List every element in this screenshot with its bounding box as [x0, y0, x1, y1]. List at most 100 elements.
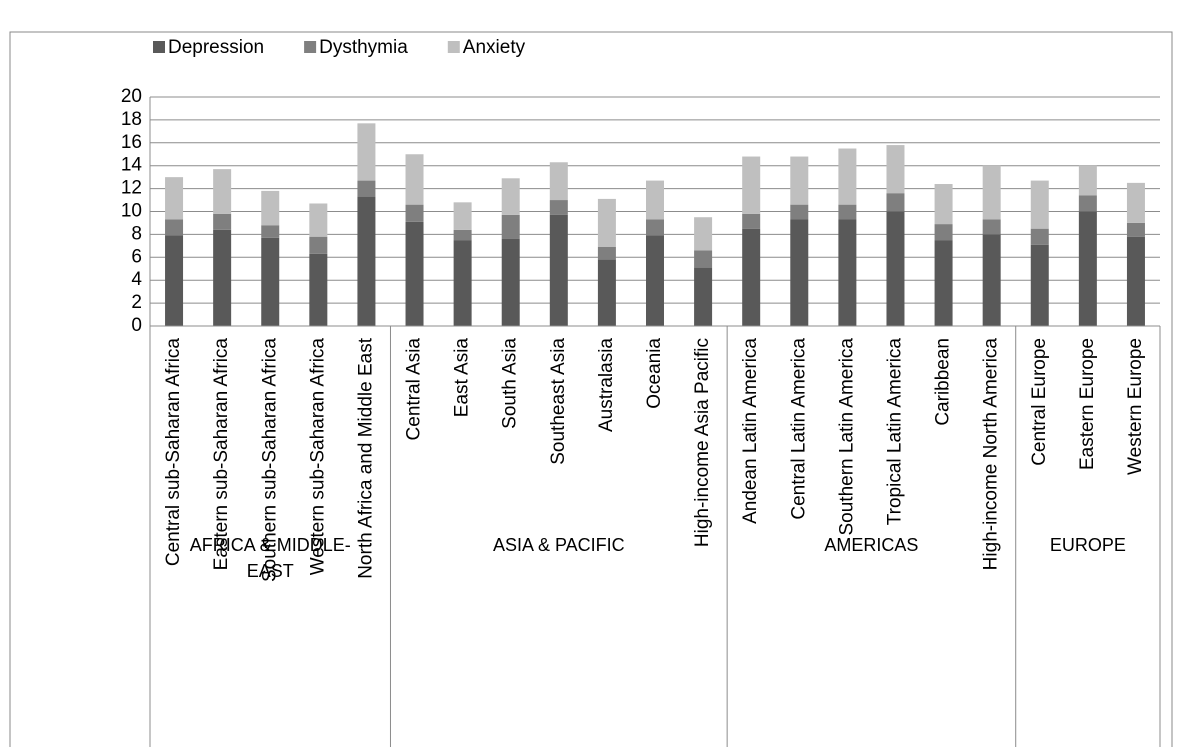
x-tick-label: Western sub-Saharan Africa — [307, 338, 328, 576]
x-tick-label: Central Latin America — [788, 338, 809, 520]
bar-segment — [405, 154, 424, 205]
x-tick-label: North Africa and Middle East — [355, 337, 376, 579]
group-label-box: EUROPE — [1049, 535, 1126, 555]
bar-segment — [597, 259, 616, 326]
group-label: EUROPE — [1049, 535, 1126, 555]
bar-segment — [742, 213, 761, 229]
chart-border — [9, 31, 1173, 747]
bar-segment — [165, 177, 184, 220]
bar-segment — [934, 240, 953, 326]
legend-swatch — [447, 41, 460, 53]
group-label-box: AFRICA & MIDDLE-EAST — [189, 535, 351, 581]
bar-segment — [549, 200, 568, 215]
bar-segment — [1078, 195, 1097, 212]
x-tick-label: Eastern sub-Saharan Africa — [211, 338, 232, 571]
bar-segment — [357, 123, 376, 181]
y-tick-label: 14 — [121, 155, 143, 176]
bar-segment — [790, 156, 809, 205]
bar-segment — [549, 214, 568, 326]
bar-segment — [646, 235, 664, 326]
bar-segment — [453, 240, 472, 326]
bar-segment — [838, 204, 857, 220]
bar-segment — [1030, 244, 1049, 326]
y-tick-label: 8 — [131, 223, 142, 244]
bar-segment — [405, 221, 424, 326]
x-tick-label: Oceania — [644, 338, 665, 409]
bar-segment — [453, 229, 472, 241]
legend-label: Anxiety — [463, 37, 526, 58]
y-tick-label: 20 — [121, 86, 142, 107]
bar-segment — [453, 202, 472, 230]
bar-segment — [1030, 180, 1049, 229]
bar-segment — [886, 145, 905, 194]
group-label-box: ASIA & PACIFIC — [492, 535, 625, 555]
y-tick-label: 16 — [121, 132, 142, 153]
bar-segment — [261, 237, 280, 326]
bar-segment — [886, 193, 905, 212]
bar-segment — [165, 219, 184, 236]
bar-segment — [790, 219, 809, 326]
bar-segment — [982, 165, 1001, 220]
legend-label: Depression — [168, 37, 264, 58]
bar-segment — [165, 235, 184, 326]
y-tick-label: 2 — [131, 292, 142, 313]
bar-segment — [261, 225, 280, 238]
bar-segment — [309, 203, 328, 237]
bar-segment — [501, 178, 520, 215]
bar-segment — [501, 238, 520, 326]
bar-segment — [982, 219, 1001, 235]
legend-swatch — [153, 41, 165, 53]
y-tick-label: 0 — [131, 315, 142, 336]
group-label-box: AMERICAS — [824, 535, 919, 555]
bar-segment — [213, 169, 232, 214]
y-tick-label: 18 — [121, 109, 142, 130]
bar-segment — [1126, 182, 1145, 223]
bar-segment — [309, 236, 328, 254]
bar-segment — [357, 180, 376, 197]
bar-segment — [1126, 222, 1145, 237]
x-tick-label: Andean Latin America — [740, 338, 761, 524]
x-tick-label: High-income Asia Pacific — [692, 338, 713, 547]
group-label: ASIA & PACIFIC — [492, 535, 625, 555]
bar-segment — [1078, 211, 1097, 326]
bar-segment — [934, 224, 953, 241]
bar-segment — [694, 250, 713, 268]
y-tick-label: 12 — [121, 178, 142, 199]
y-tick-label: 6 — [131, 246, 142, 267]
x-tick-label: Caribbean — [933, 338, 954, 426]
bar-segment — [934, 184, 953, 225]
group-label: AFRICA & MIDDLE-EAST — [189, 535, 351, 581]
legend-label: Dysthymia — [319, 37, 408, 58]
y-tick-label: 10 — [121, 201, 142, 222]
bar-segment — [838, 148, 857, 205]
x-tick-label: Eastern Europe — [1077, 338, 1098, 470]
bar-segment — [213, 229, 232, 326]
bar-segment — [501, 214, 520, 239]
x-tick-label: Southern Latin America — [836, 338, 857, 536]
bar-segment — [694, 217, 713, 251]
y-tick-label: 4 — [131, 269, 142, 290]
bar-segment — [549, 162, 568, 201]
bar-segment — [742, 228, 761, 326]
bar-segment — [646, 219, 664, 236]
x-tick-label: South Asia — [500, 338, 521, 429]
x-tick-label: High-income North America — [981, 338, 1002, 571]
x-tick-label: Southern sub-Saharan Africa — [259, 338, 280, 582]
bar-segment — [838, 219, 857, 326]
x-tick-label: East Asia — [452, 338, 473, 418]
x-tick-label: Central Europe — [1029, 338, 1050, 466]
bar-segment — [405, 204, 424, 222]
legend-swatch — [304, 41, 317, 53]
x-tick-label: Tropical Latin America — [884, 338, 905, 526]
bar-segment — [646, 180, 664, 220]
x-tick-label: Southeast Asia — [548, 338, 569, 465]
bar-segment — [597, 246, 616, 260]
bar-segment — [261, 190, 280, 226]
bar-segment — [1078, 165, 1097, 196]
bar-segment — [1030, 228, 1049, 245]
group-label: AMERICAS — [824, 535, 919, 555]
x-tick-label: Western Europe — [1125, 338, 1146, 475]
bar-segment — [742, 156, 761, 214]
bar-segment — [357, 196, 376, 326]
